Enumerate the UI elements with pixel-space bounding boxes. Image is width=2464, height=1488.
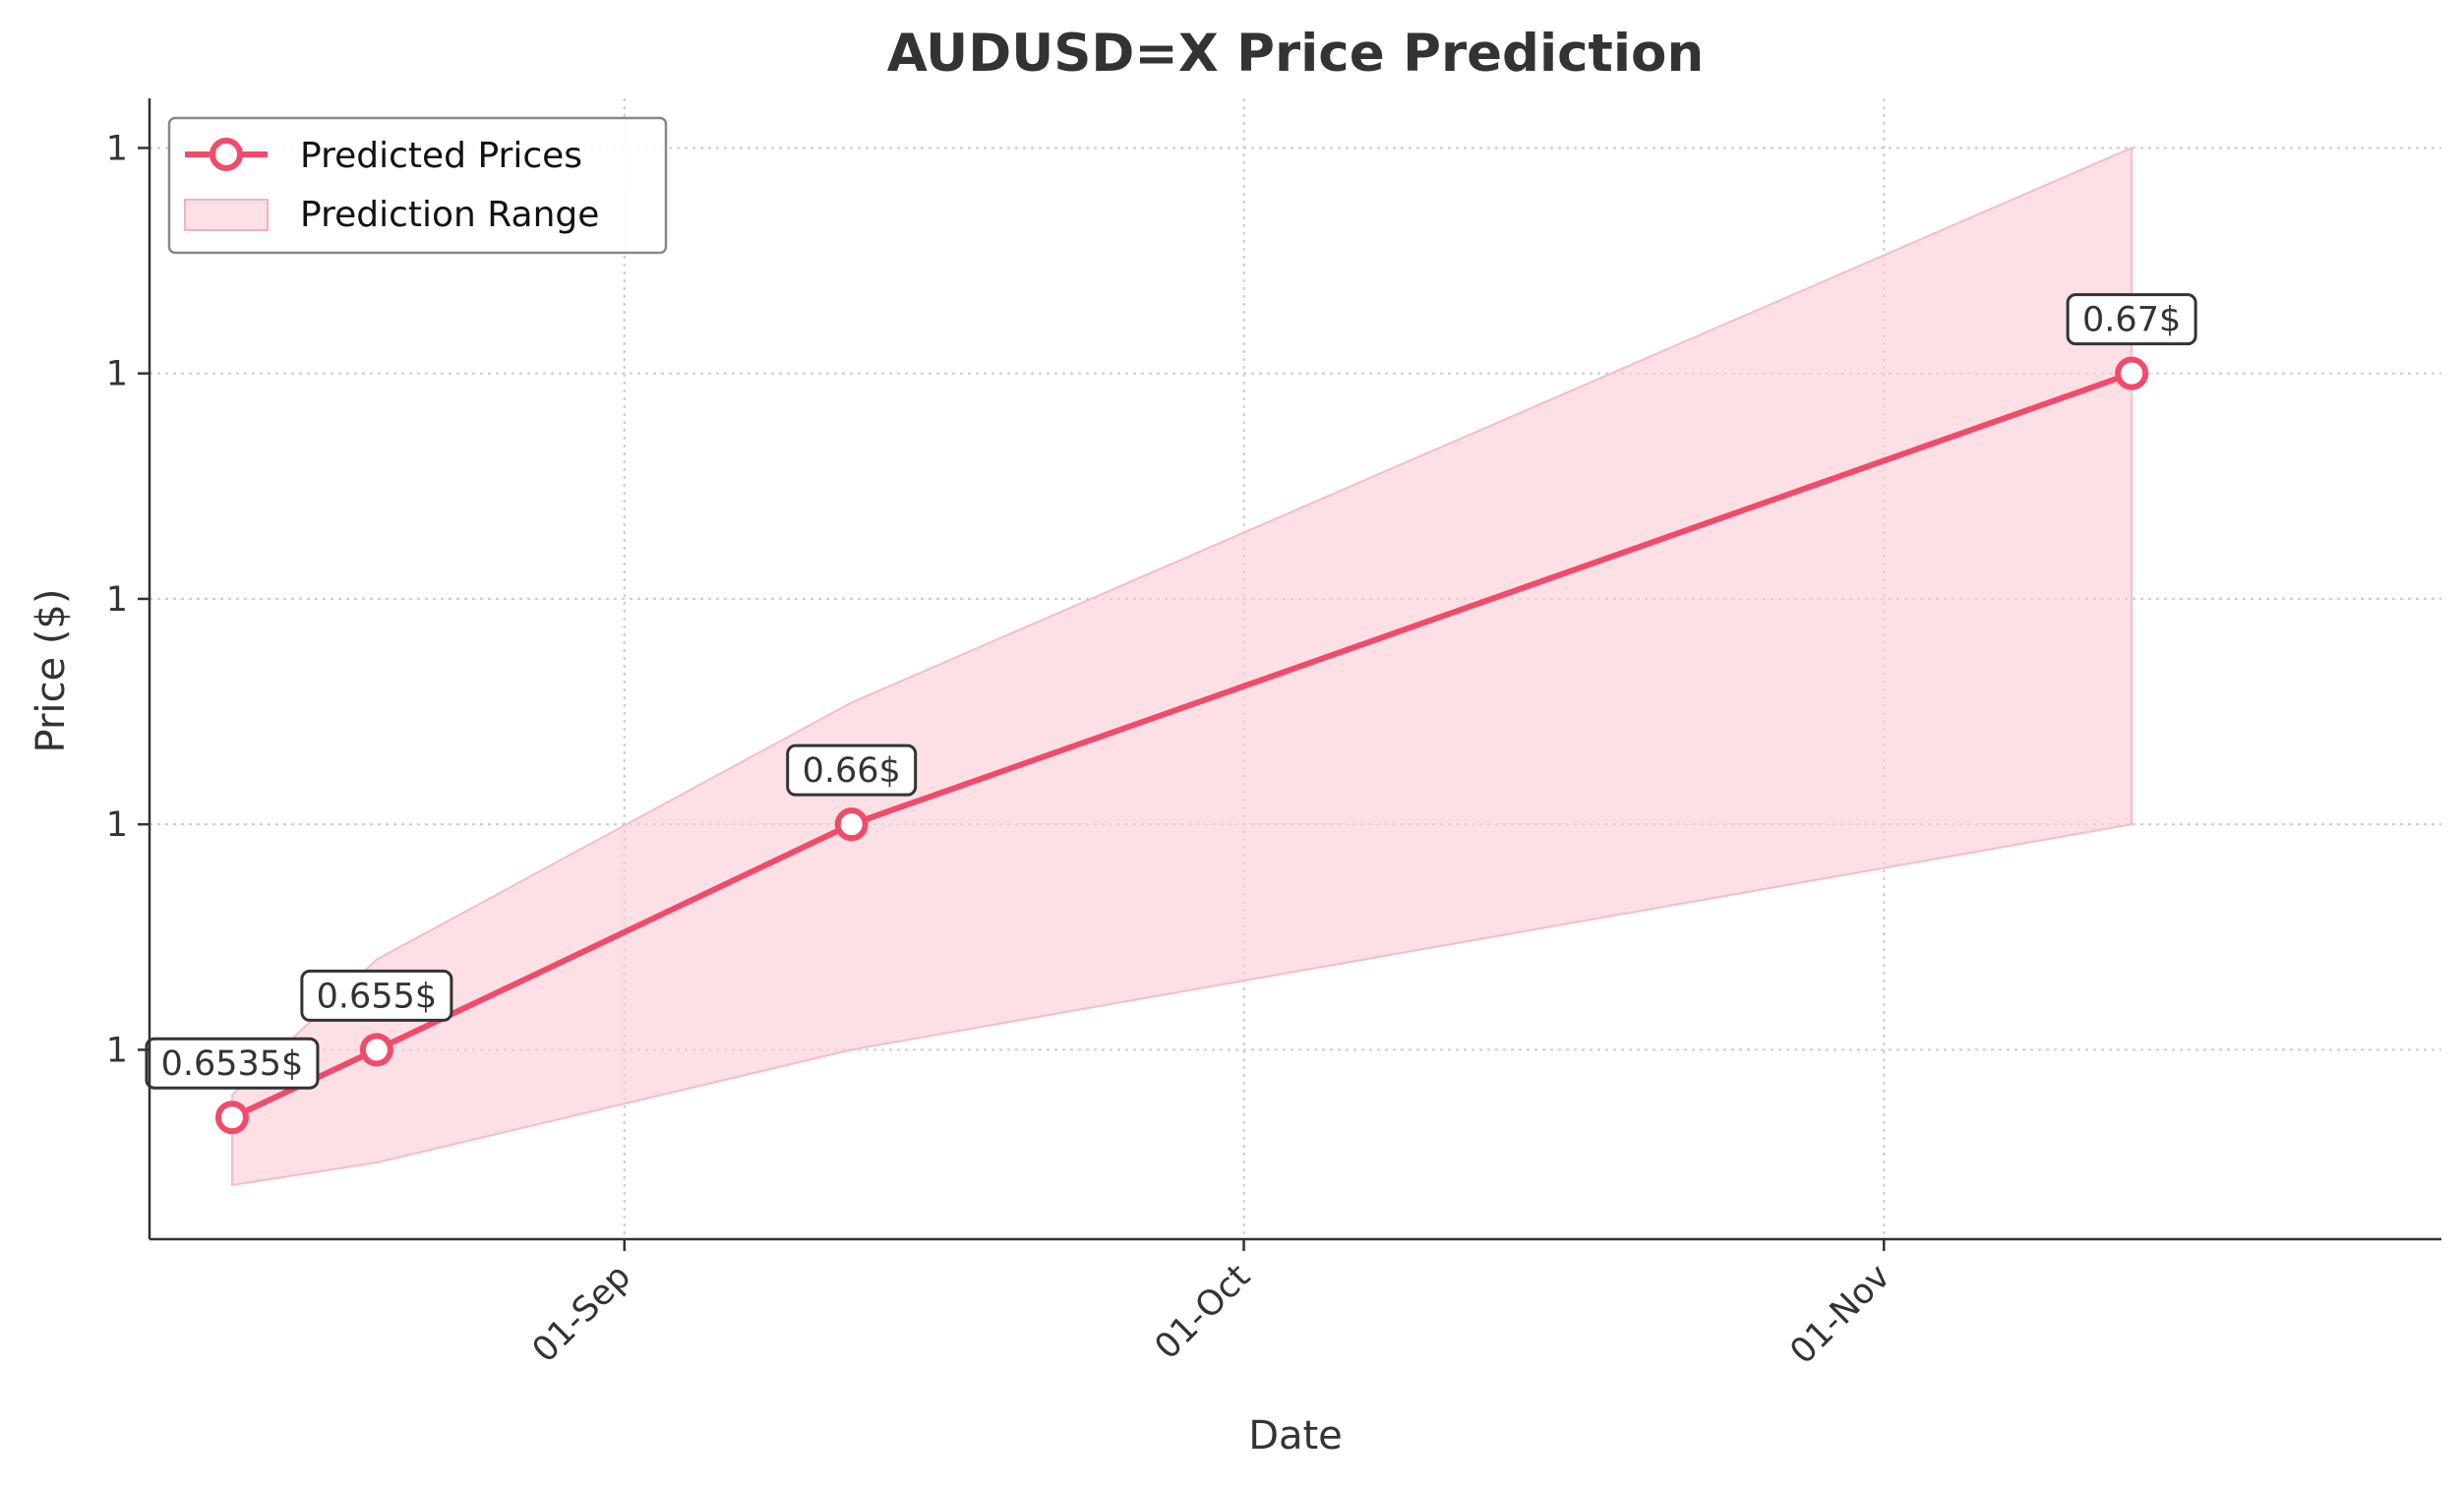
data-points: [214, 356, 2149, 1135]
x-tick-label: 01-Oct: [1148, 1257, 1258, 1367]
y-tick-label: 1: [106, 129, 128, 168]
data-label: 0.67$: [2066, 293, 2197, 346]
data-label: 0.655$: [300, 969, 453, 1022]
data-labels: 0.6535$ 0.655$ 0.66$ 0.67$: [145, 293, 2197, 1090]
prediction-range-band: [231, 146, 2133, 1187]
data-point-marker: [2115, 356, 2149, 390]
data-point-marker: [214, 1101, 249, 1135]
data-point-marker: [359, 1033, 393, 1067]
legend-label-predicted-prices: Predicted Prices: [300, 136, 582, 176]
data-label-text: 0.655$: [317, 977, 437, 1016]
legend-box: [167, 116, 668, 255]
x-tick-label: 01-Sep: [525, 1257, 638, 1370]
y-tick-label: 1: [106, 355, 128, 394]
legend: Predicted Prices Prediction Range: [167, 116, 668, 255]
y-ticks: 1 1 1 1 1: [106, 129, 150, 1070]
data-label-box: [2066, 293, 2197, 346]
legend-band-swatch: [184, 199, 269, 231]
data-label-box: [786, 744, 918, 797]
data-label: 0.6535$: [145, 1037, 320, 1090]
data-label-text: 0.66$: [803, 751, 901, 791]
chart-title: AUDUSD=X Price Prediction: [887, 24, 1704, 84]
x-ticks: 01-Sep 01-Oct 01-Nov: [525, 1239, 1898, 1372]
x-axis-title: Date: [1248, 1413, 1343, 1458]
y-axis-title: Price ($): [29, 589, 74, 753]
legend-label-prediction-range: Prediction Range: [300, 195, 599, 235]
data-label: 0.66$: [786, 744, 918, 797]
x-tick-label: 01-Nov: [1783, 1257, 1898, 1372]
data-label-box: [145, 1037, 320, 1090]
y-tick-label: 1: [106, 580, 128, 620]
y-tick-label: 1: [106, 805, 128, 845]
y-tick-label: 1: [106, 1031, 128, 1070]
data-label-text: 0.6535$: [161, 1044, 304, 1084]
data-label-text: 0.67$: [2082, 301, 2181, 340]
legend-marker-swatch: [210, 138, 243, 171]
data-point-marker: [834, 807, 869, 842]
data-label-box: [300, 969, 453, 1022]
